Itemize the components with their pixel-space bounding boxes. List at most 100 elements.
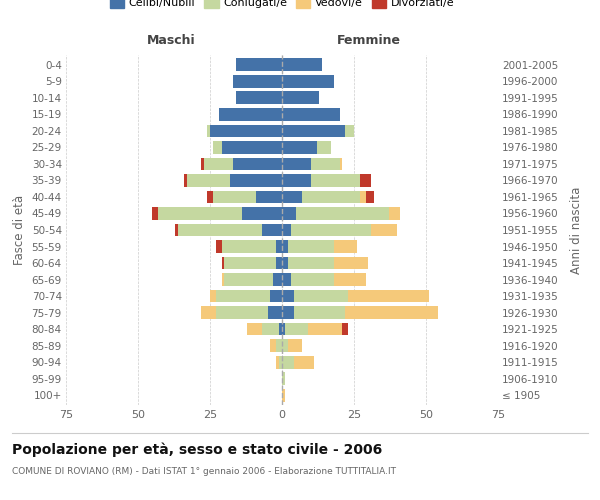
Bar — [224, 256, 276, 270]
Bar — [348, 290, 429, 302]
Bar — [282, 174, 311, 187]
Bar — [224, 273, 274, 286]
Bar — [290, 273, 334, 286]
Bar — [334, 256, 368, 270]
Bar — [308, 322, 343, 336]
Bar — [152, 207, 158, 220]
Bar — [271, 290, 282, 302]
Bar — [210, 290, 216, 302]
Bar — [210, 124, 282, 138]
Bar — [276, 339, 282, 352]
Bar — [293, 290, 348, 302]
Bar — [262, 322, 279, 336]
Bar — [296, 207, 389, 220]
Bar — [221, 240, 276, 253]
Bar — [288, 240, 334, 253]
Text: Femmine: Femmine — [337, 34, 401, 48]
Bar — [221, 273, 224, 286]
Y-axis label: Anni di nascita: Anni di nascita — [570, 186, 583, 274]
Bar — [279, 322, 282, 336]
Bar — [221, 141, 282, 154]
Text: Maschi: Maschi — [146, 34, 196, 48]
Bar — [236, 58, 282, 71]
Bar — [346, 124, 354, 138]
Bar — [346, 306, 437, 319]
Bar — [242, 207, 282, 220]
Y-axis label: Fasce di età: Fasce di età — [13, 195, 26, 265]
Bar — [216, 306, 268, 319]
Bar — [282, 92, 319, 104]
Bar — [334, 273, 365, 286]
Bar — [334, 240, 357, 253]
Bar — [268, 306, 282, 319]
Bar — [233, 75, 282, 88]
Bar — [282, 388, 285, 402]
Bar — [360, 190, 365, 203]
Bar — [184, 174, 187, 187]
Bar — [288, 339, 302, 352]
Bar — [221, 256, 224, 270]
Bar — [317, 141, 331, 154]
Bar — [256, 190, 282, 203]
Bar — [213, 190, 256, 203]
Bar — [282, 256, 288, 270]
Bar — [158, 207, 242, 220]
Bar — [247, 322, 262, 336]
Bar — [282, 306, 293, 319]
Bar — [282, 224, 290, 236]
Bar — [187, 174, 230, 187]
Bar — [340, 158, 343, 170]
Bar — [389, 207, 400, 220]
Bar — [282, 356, 293, 368]
Bar — [282, 240, 288, 253]
Bar — [202, 158, 204, 170]
Bar — [282, 75, 334, 88]
Bar — [293, 306, 346, 319]
Text: COMUNE DI ROVIANO (RM) - Dati ISTAT 1° gennaio 2006 - Elaborazione TUTTITALIA.IT: COMUNE DI ROVIANO (RM) - Dati ISTAT 1° g… — [12, 468, 396, 476]
Bar — [202, 306, 216, 319]
Bar — [288, 256, 334, 270]
Bar — [343, 322, 348, 336]
Bar — [282, 207, 296, 220]
Bar — [282, 141, 317, 154]
Bar — [175, 224, 178, 236]
Bar — [290, 224, 371, 236]
Bar — [282, 290, 293, 302]
Bar — [207, 190, 213, 203]
Bar — [276, 356, 279, 368]
Bar — [282, 339, 288, 352]
Bar — [218, 108, 282, 121]
Bar — [230, 174, 282, 187]
Bar — [204, 158, 233, 170]
Bar — [274, 273, 282, 286]
Bar — [282, 322, 285, 336]
Bar — [271, 339, 276, 352]
Legend: Celibi/Nubili, Coniugati/e, Vedovi/e, Divorziati/e: Celibi/Nubili, Coniugati/e, Vedovi/e, Di… — [110, 0, 454, 8]
Bar — [282, 58, 322, 71]
Bar — [282, 273, 290, 286]
Bar — [282, 190, 302, 203]
Bar — [207, 124, 210, 138]
Bar — [276, 256, 282, 270]
Bar — [302, 190, 360, 203]
Bar — [282, 158, 311, 170]
Bar — [311, 158, 340, 170]
Bar — [311, 174, 360, 187]
Bar — [276, 240, 282, 253]
Bar — [282, 108, 340, 121]
Bar — [285, 322, 308, 336]
Bar — [216, 290, 271, 302]
Bar — [279, 356, 282, 368]
Bar — [293, 356, 314, 368]
Text: Popolazione per età, sesso e stato civile - 2006: Popolazione per età, sesso e stato civil… — [12, 442, 382, 457]
Bar — [216, 240, 221, 253]
Bar — [233, 158, 282, 170]
Bar — [178, 224, 262, 236]
Bar — [282, 124, 346, 138]
Bar — [213, 141, 221, 154]
Bar — [262, 224, 282, 236]
Bar — [365, 190, 374, 203]
Bar — [236, 92, 282, 104]
Bar — [371, 224, 397, 236]
Bar — [282, 372, 285, 385]
